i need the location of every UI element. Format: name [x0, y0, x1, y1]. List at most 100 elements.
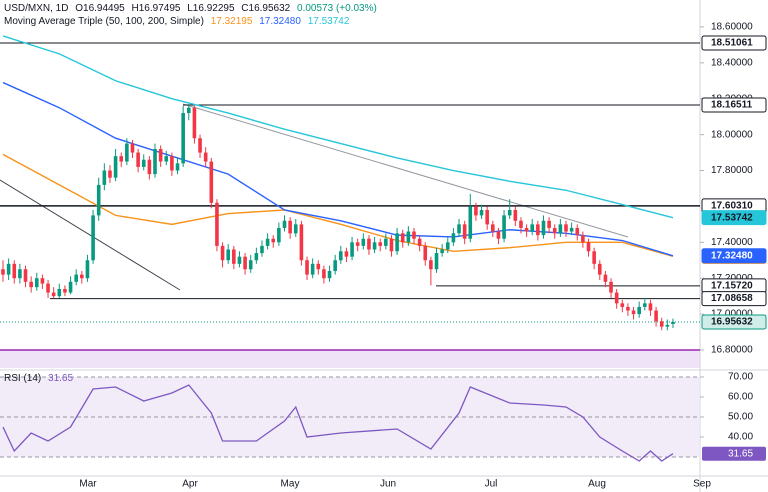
- candle-body: [541, 220, 546, 236]
- candle-body: [46, 283, 50, 293]
- rsi-value: 31.65: [48, 373, 74, 384]
- candle-body: [339, 251, 343, 261]
- indicator: Moving Average Triple (50, 100, 200, Sim…: [4, 16, 204, 27]
- candle-body: [34, 278, 39, 288]
- level-label-box: [701, 35, 767, 51]
- candle-body: [671, 321, 675, 324]
- candle-body: [665, 324, 670, 327]
- candle-body: [552, 227, 557, 234]
- trend-line: [182, 103, 629, 238]
- candle-body: [468, 206, 473, 239]
- candle-body: [626, 306, 630, 311]
- candle-body: [23, 269, 28, 282]
- candle-body: [175, 163, 180, 171]
- rsi-tick-label: 50.00: [728, 412, 753, 423]
- rsi-price-label: 31.65: [728, 448, 753, 459]
- moving-average: [2, 153, 674, 257]
- rsi-line: [2, 384, 674, 462]
- candle-body: [603, 274, 608, 282]
- candle-body: [1, 269, 5, 275]
- candle-body: [507, 210, 512, 216]
- y-tick-label: 18.00000: [711, 129, 753, 140]
- x-tick-label: Apr: [182, 479, 198, 490]
- candle-body: [12, 263, 17, 279]
- candle-body: [271, 238, 276, 243]
- candle-body: [316, 263, 321, 270]
- x-tick-label: Aug: [588, 479, 606, 490]
- y-tick-label: 17.20000: [711, 273, 753, 284]
- candle-body: [451, 233, 456, 243]
- level-label-box: [701, 97, 767, 113]
- y-tick-label: 18.40000: [711, 57, 753, 68]
- candle-body: [102, 170, 107, 185]
- candle-body: [586, 242, 591, 252]
- y-tick-label: 17.80000: [711, 165, 753, 176]
- candle-body: [648, 303, 653, 311]
- candle-body: [310, 263, 315, 275]
- x-tick-label: May: [281, 479, 300, 490]
- candle-body: [57, 288, 62, 297]
- candle-body: [243, 256, 247, 270]
- x-tick-label: Sep: [693, 479, 711, 490]
- candle-body: [406, 231, 411, 243]
- rsi-price-box: [702, 446, 766, 461]
- candle-body: [462, 224, 467, 239]
- candle-body: [502, 215, 506, 239]
- x-tick-label: Jul: [485, 479, 498, 490]
- candle-body: [63, 288, 67, 293]
- candle-body: [654, 310, 658, 322]
- candle-body: [485, 210, 489, 225]
- ma-label-box: [701, 210, 767, 226]
- candle-body: [355, 242, 360, 246]
- candle-body: [209, 161, 214, 203]
- candle-body: [147, 159, 152, 175]
- candle-body: [198, 138, 202, 153]
- candle-body: [614, 292, 619, 304]
- candle-body: [192, 107, 197, 139]
- y-tick-label: 18.60000: [711, 22, 753, 33]
- candle-body: [51, 292, 56, 297]
- candle-body: [220, 245, 225, 261]
- candle-body: [181, 113, 185, 164]
- legend-rsi: RSI (14) 31.65: [4, 373, 77, 384]
- candle-body: [153, 148, 157, 175]
- candle-body: [479, 210, 484, 216]
- price-label-box: [701, 314, 767, 330]
- candle-body: [361, 238, 366, 246]
- rsi-title: RSI (14): [4, 373, 42, 384]
- candle-body: [547, 220, 551, 228]
- candle-body: [265, 238, 270, 246]
- candle-body: [327, 271, 332, 279]
- ma-label: 17.32480: [711, 250, 753, 261]
- change: 0.00573 (+0.03%): [297, 3, 377, 14]
- candle-body: [434, 253, 439, 270]
- candle-body: [119, 156, 124, 162]
- candle-body: [581, 235, 585, 243]
- candle-body: [491, 224, 495, 232]
- candle-body: [74, 274, 78, 282]
- candle-body: [299, 224, 304, 261]
- symbol: USD/MXN, 1D: [4, 3, 69, 14]
- candle-body: [530, 224, 535, 232]
- y-tick-label: 17.40000: [711, 237, 753, 248]
- ma-label-box: [701, 248, 767, 264]
- ohlc: O16.94495: [75, 3, 125, 14]
- candle-body: [474, 206, 478, 216]
- moving-average: [2, 35, 674, 219]
- candle-body: [158, 148, 163, 162]
- candle-body: [440, 249, 444, 254]
- candle-body: [322, 269, 326, 279]
- level-label-box: [701, 291, 767, 307]
- candle-body: [68, 281, 73, 293]
- legend-ma: Moving Average Triple (50, 100, 200, Sim…: [4, 16, 353, 27]
- rsi-tick-label: 70.00: [728, 372, 753, 383]
- level-label: 17.60310: [711, 200, 753, 211]
- candle-body: [333, 260, 337, 272]
- candle-body: [260, 245, 264, 254]
- ma-label: 17.53742: [711, 212, 753, 223]
- lower-band: [0, 350, 700, 368]
- x-tick-label: Jun: [380, 479, 396, 490]
- candle-body: [125, 143, 129, 162]
- candle-body: [519, 220, 523, 228]
